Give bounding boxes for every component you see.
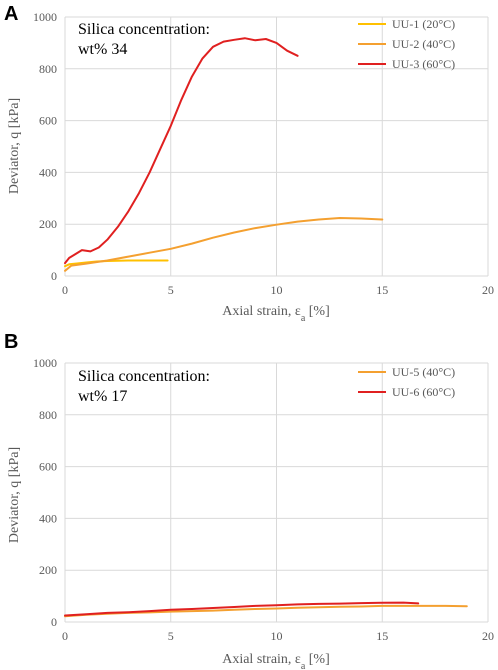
annotation-line-1: Silica concentration: [78,368,210,385]
legend-label: UU-5 (40°C) [392,365,455,379]
panel-letter: A [4,3,18,25]
y-axis-title: Deviator, q [kPa] [7,447,22,543]
y-tick-label: 0 [51,269,57,283]
y-tick-label: 1000 [33,10,57,24]
panel-a: A 0 5 10 15 20 0 200 400 600 800 1000 UU-1 (20°C)… [4,3,494,324]
y-axis-title: Deviator, q [kPa] [7,98,22,194]
y-tick-label: 200 [39,217,57,231]
x-axis-title: Axial strain, εa [%] [222,652,330,670]
annotation-line-1: Silica concentration: [78,21,210,38]
series-line [64,604,468,618]
legend-label: UU-1 (20°C) [392,17,455,31]
y-tick-label: 800 [39,62,57,76]
series-line [64,217,384,272]
x-tick-label: 15 [376,283,388,297]
x-tick-label: 0 [62,629,68,643]
x-tick-label: 5 [168,283,174,297]
panel-letter: B [4,331,18,353]
y-tick-label: 400 [39,511,57,525]
annotation-line-2: wt% 34 [78,41,127,58]
x-tick-label: 15 [376,629,388,643]
series-line [64,601,420,617]
x-tick-label: 5 [168,629,174,643]
y-tick-label: 600 [39,460,57,474]
annotation-line-2: wt% 17 [78,388,127,405]
x-tick-label: 10 [271,283,283,297]
y-tick-label: 600 [39,114,57,128]
x-axis-title: Axial strain, εa [%] [222,304,330,324]
legend-label: UU-2 (40°C) [392,37,455,51]
series-line [64,259,169,268]
x-tick-label: 10 [271,629,283,643]
legend-label: UU-6 (60°C) [392,385,455,399]
x-tick-label: 20 [482,283,494,297]
y-tick-label: 400 [39,165,57,179]
x-tick-label: 0 [62,283,68,297]
legend-label: UU-3 (60°C) [392,57,455,71]
y-tick-label: 0 [51,615,57,629]
x-tick-label: 20 [482,629,494,643]
y-tick-label: 800 [39,408,57,422]
y-tick-label: 200 [39,563,57,577]
y-tick-label: 1000 [33,356,57,370]
series-line [64,37,299,265]
panel-b: B 0 5 10 15 20 0 200 400 600 800 1000 UU-5 (40°C)… [4,331,494,670]
